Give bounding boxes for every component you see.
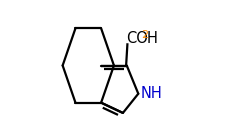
Text: CO: CO	[126, 31, 148, 46]
Text: NH: NH	[140, 86, 162, 101]
Text: H: H	[147, 31, 158, 46]
Text: 2: 2	[141, 30, 149, 40]
